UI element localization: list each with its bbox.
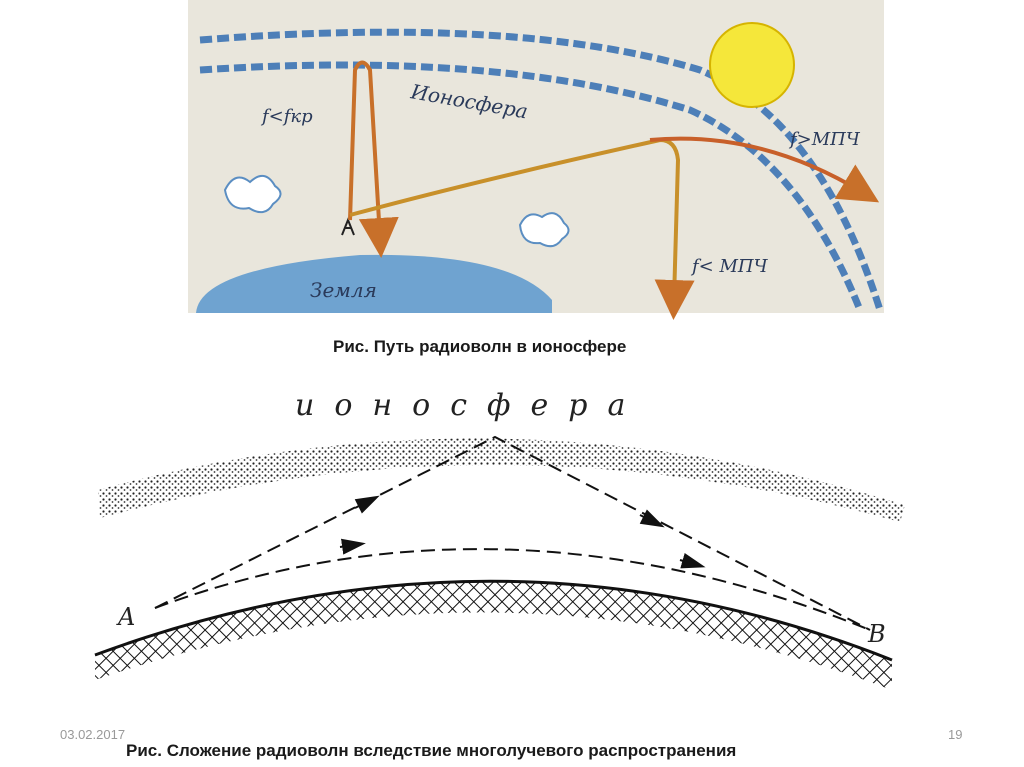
label-f-greater-mpch: f>МПЧ [788,129,861,150]
label-point-a: A [116,603,135,631]
label-ionosphere-2: ионосфера [295,388,645,423]
figure-ionosphere-path: Ионосфера f<fкр f>МПЧ f< МПЧ Земля [188,0,884,320]
label-f-less-fkr: f<fкр [260,106,313,127]
label-point-b: B [867,620,886,648]
caption-2: Рис. Сложение радиоволн вследствие много… [126,741,737,760]
label-f-less-mpch: f< МПЧ [690,256,769,277]
footer-page: 19 [948,727,963,742]
figure-multipath: ионосфера A B [94,388,905,690]
label-earth: Земля [310,278,377,302]
footer-date: 03.02.2017 [60,727,126,742]
caption-1: Рис. Путь радиоволн в ионосфере [333,337,627,356]
